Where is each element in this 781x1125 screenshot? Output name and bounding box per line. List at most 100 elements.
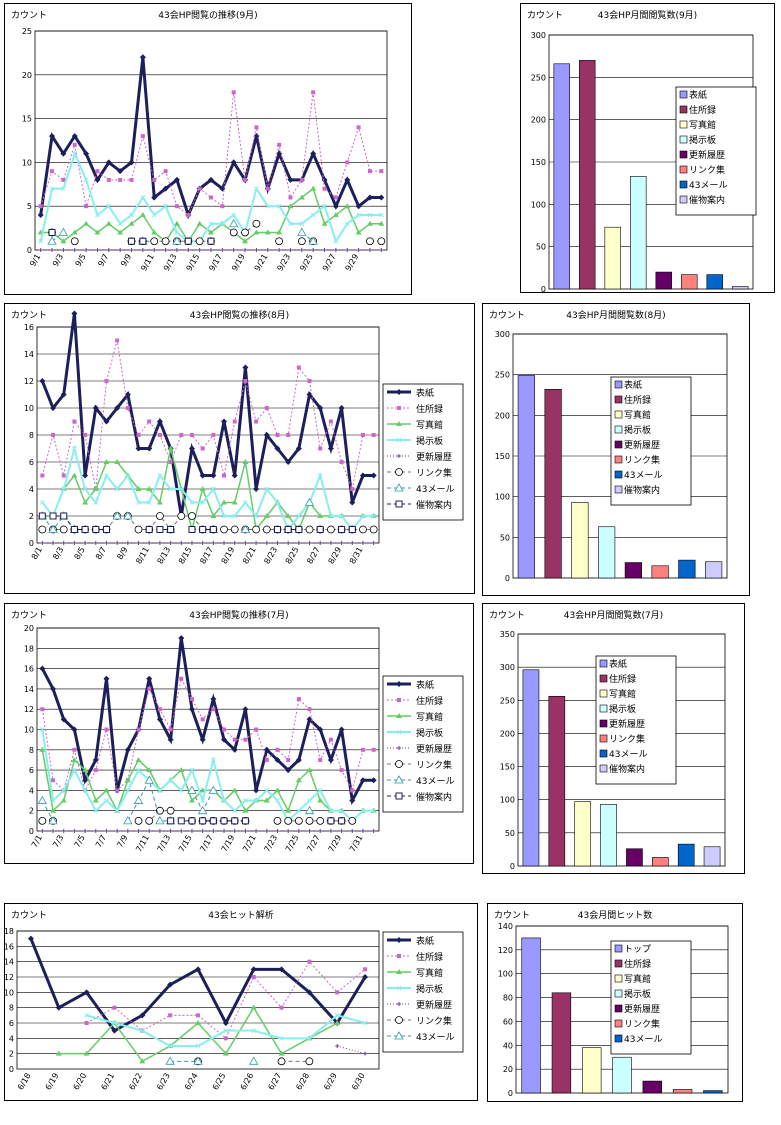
data-point bbox=[231, 212, 237, 218]
data-point bbox=[339, 460, 344, 464]
x-tick-label: 6/20 bbox=[72, 1072, 89, 1092]
series-4 bbox=[38, 150, 384, 244]
legend-marker bbox=[397, 954, 401, 958]
x-tick-label: 7/31 bbox=[348, 834, 365, 854]
y-tick-label: 200 bbox=[531, 116, 546, 125]
data-point bbox=[136, 433, 141, 437]
bar bbox=[703, 1090, 723, 1094]
bar bbox=[517, 375, 535, 579]
data-point bbox=[117, 221, 123, 227]
data-point bbox=[95, 248, 100, 252]
data-point bbox=[146, 767, 153, 773]
data-point bbox=[144, 775, 154, 784]
legend-swatch bbox=[679, 105, 688, 114]
bar bbox=[582, 1047, 602, 1094]
data-point bbox=[334, 1020, 341, 1025]
data-point bbox=[317, 797, 324, 803]
y-tick-label: 200 bbox=[500, 729, 515, 738]
y-tick-label: 2 bbox=[9, 1050, 14, 1059]
y-tick-label: 150 bbox=[531, 158, 546, 167]
data-point bbox=[243, 500, 248, 505]
data-point bbox=[188, 797, 195, 803]
data-point bbox=[147, 419, 152, 424]
data-point bbox=[168, 777, 173, 783]
data-point bbox=[243, 248, 248, 252]
legend-label: 更新履歴 bbox=[609, 718, 645, 730]
data-point bbox=[322, 186, 327, 191]
x-tick-label: 7/11 bbox=[134, 834, 151, 854]
x-tick-label: 6/21 bbox=[99, 1072, 116, 1092]
data-point bbox=[328, 829, 333, 833]
data-point bbox=[274, 787, 281, 793]
data-point bbox=[114, 808, 120, 814]
data-point bbox=[285, 767, 292, 774]
data-point bbox=[71, 310, 78, 317]
series-line bbox=[41, 444, 374, 532]
data-point bbox=[199, 486, 206, 491]
data-point bbox=[40, 707, 45, 712]
legend-label: 43メール bbox=[416, 1033, 454, 1043]
data-point bbox=[39, 378, 46, 384]
data-point bbox=[307, 959, 312, 964]
data-point bbox=[241, 228, 249, 237]
data-point bbox=[378, 220, 385, 226]
data-point bbox=[222, 473, 227, 478]
data-point bbox=[139, 1028, 145, 1034]
legend-label: 写真館 bbox=[416, 419, 443, 431]
data-point bbox=[37, 211, 44, 218]
legend-marker bbox=[396, 985, 402, 991]
data-point bbox=[355, 203, 362, 210]
x-tick-label: 8/15 bbox=[177, 546, 194, 566]
y-tick-label: 350 bbox=[500, 630, 515, 639]
data-point bbox=[146, 675, 153, 682]
y-tick-label: 25 bbox=[22, 27, 32, 36]
legend-swatch bbox=[599, 749, 608, 758]
data-point bbox=[350, 788, 355, 793]
data-point bbox=[93, 768, 98, 773]
data-point bbox=[179, 433, 184, 437]
data-point bbox=[317, 473, 323, 478]
series-line bbox=[41, 340, 374, 491]
data-point bbox=[304, 497, 315, 506]
x-tick-label: 7/19 bbox=[220, 834, 237, 854]
data-point bbox=[117, 229, 124, 235]
data-point bbox=[274, 756, 281, 763]
data-point bbox=[332, 211, 339, 217]
data-point bbox=[83, 541, 88, 545]
data-point bbox=[60, 716, 67, 723]
data-point bbox=[232, 808, 238, 814]
x-tick-label: 7/5 bbox=[73, 834, 87, 850]
series-2 bbox=[40, 676, 376, 793]
x-tick-label: 7/9 bbox=[115, 834, 129, 850]
bar bbox=[521, 937, 541, 1094]
data-point bbox=[294, 816, 303, 825]
bar bbox=[612, 1056, 632, 1094]
data-point bbox=[167, 526, 175, 533]
y-tick-label: 140 bbox=[498, 922, 513, 931]
legend-marker bbox=[396, 421, 402, 426]
data-point bbox=[82, 486, 88, 492]
bar bbox=[703, 846, 721, 867]
data-point bbox=[298, 194, 305, 200]
data-point bbox=[338, 405, 345, 411]
y-tick-label: 10 bbox=[5, 988, 14, 997]
y-tick-label: 16 bbox=[5, 942, 14, 951]
legend-label: リンク集 bbox=[416, 467, 452, 479]
legend-swatch bbox=[614, 1034, 623, 1043]
data-point bbox=[366, 194, 373, 201]
data-point bbox=[275, 798, 280, 803]
data-point bbox=[172, 236, 182, 245]
data-point bbox=[173, 220, 180, 226]
data-point bbox=[356, 125, 361, 130]
data-point bbox=[71, 133, 78, 140]
data-point bbox=[92, 526, 100, 533]
legend-label: 掲示板 bbox=[624, 424, 651, 436]
legend-label: 住所録 bbox=[416, 695, 443, 707]
data-point bbox=[316, 816, 325, 825]
data-point bbox=[318, 757, 323, 762]
data-point bbox=[135, 445, 142, 452]
x-tick-label: 8/27 bbox=[305, 546, 322, 566]
data-point bbox=[118, 177, 123, 182]
data-point bbox=[338, 526, 346, 533]
